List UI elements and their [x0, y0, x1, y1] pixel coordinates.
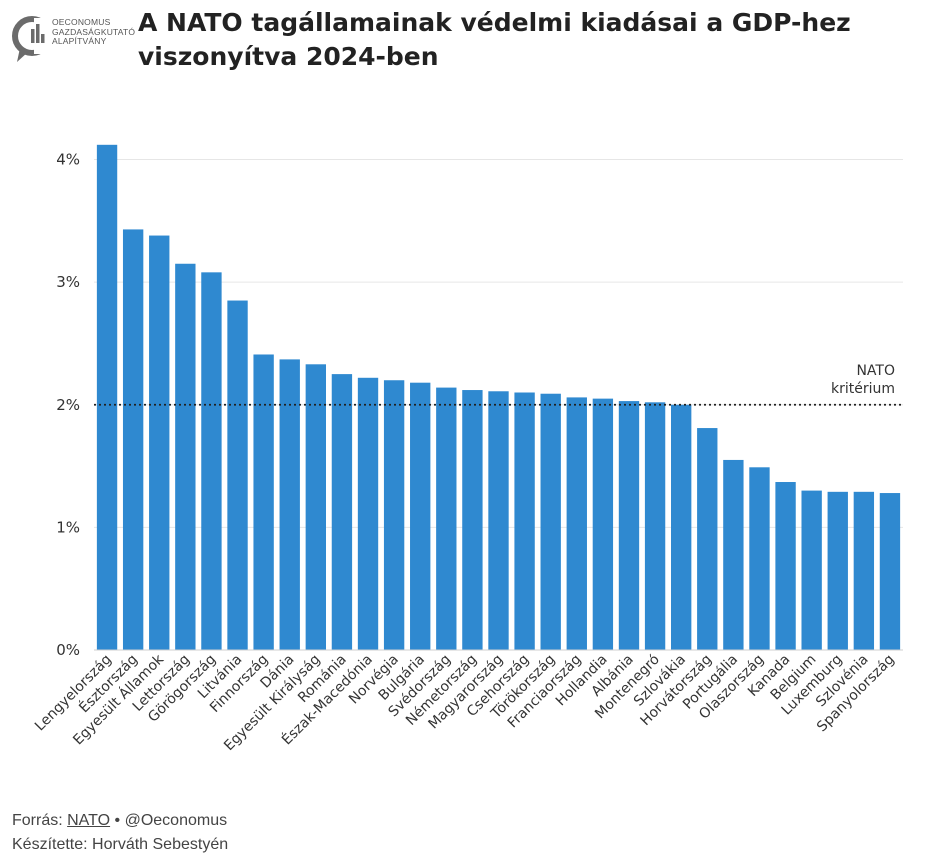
- source-line: Forrás: NATO • @Oeconomus: [12, 809, 228, 833]
- bar: [122, 229, 144, 650]
- reference-line-label: NATO: [856, 363, 895, 379]
- bar: [462, 390, 483, 650]
- logo-line: ALAPÍTVÁNY: [52, 36, 107, 46]
- reference-line-label: kritérium: [831, 381, 895, 397]
- logo-line: GAZDASÁGKUTATÓ: [52, 26, 136, 37]
- chart-footer: Forrás: NATO • @Oeconomus Készítette: Ho…: [12, 809, 228, 857]
- bar: [488, 391, 509, 650]
- bar: [566, 397, 587, 650]
- bar: [801, 490, 822, 650]
- bar: [697, 428, 718, 650]
- bar: [383, 380, 405, 650]
- y-tick-label: 0%: [56, 641, 80, 659]
- bar: [96, 144, 118, 651]
- y-tick-label: 1%: [56, 518, 80, 536]
- y-tick-label: 4%: [56, 151, 80, 169]
- bar-chart: 0%1%2%3%4%LengyelországÉsztországEgyesül…: [32, 144, 903, 754]
- bar: [331, 374, 353, 650]
- oeconomus-logo: OECONOMUS GAZDASÁGKUTATÓ ALAPÍTVÁNY: [12, 10, 142, 70]
- source-suffix: • @Oeconomus: [110, 812, 228, 829]
- bar: [253, 354, 274, 650]
- bar: [201, 272, 222, 650]
- bar: [618, 401, 640, 650]
- bar: [175, 263, 196, 650]
- bar: [827, 491, 848, 650]
- bar: [592, 398, 614, 650]
- bar: [305, 364, 327, 650]
- bar: [540, 393, 561, 650]
- bar: [749, 467, 770, 650]
- bar: [775, 482, 796, 650]
- source-prefix: Forrás:: [12, 812, 68, 829]
- bar: [279, 359, 300, 650]
- logo-text: OECONOMUS GAZDASÁGKUTATÓ ALAPÍTVÁNY: [52, 17, 136, 47]
- bar: [853, 491, 875, 650]
- y-tick-label: 3%: [56, 273, 80, 291]
- bar: [879, 493, 901, 650]
- chart-title: A NATO tagállamainak védelmi kiadásai a …: [138, 8, 851, 71]
- bar: [410, 382, 431, 650]
- bar: [357, 377, 379, 650]
- source-link[interactable]: NATO: [67, 812, 111, 829]
- bar: [514, 392, 535, 650]
- bar: [644, 402, 666, 650]
- bar: [670, 404, 692, 650]
- bar: [723, 459, 744, 650]
- bar: [436, 387, 457, 650]
- chart-header: OECONOMUS GAZDASÁGKUTATÓ ALAPÍTVÁNY A NA…: [0, 0, 946, 90]
- bar: [227, 300, 248, 650]
- logo-line: OECONOMUS: [52, 17, 111, 27]
- y-tick-label: 2%: [56, 396, 80, 414]
- oeconomus-logo-icon: [12, 16, 54, 62]
- author-line: Készítette: Horváth Sebestyén: [12, 836, 229, 853]
- bar: [149, 235, 170, 651]
